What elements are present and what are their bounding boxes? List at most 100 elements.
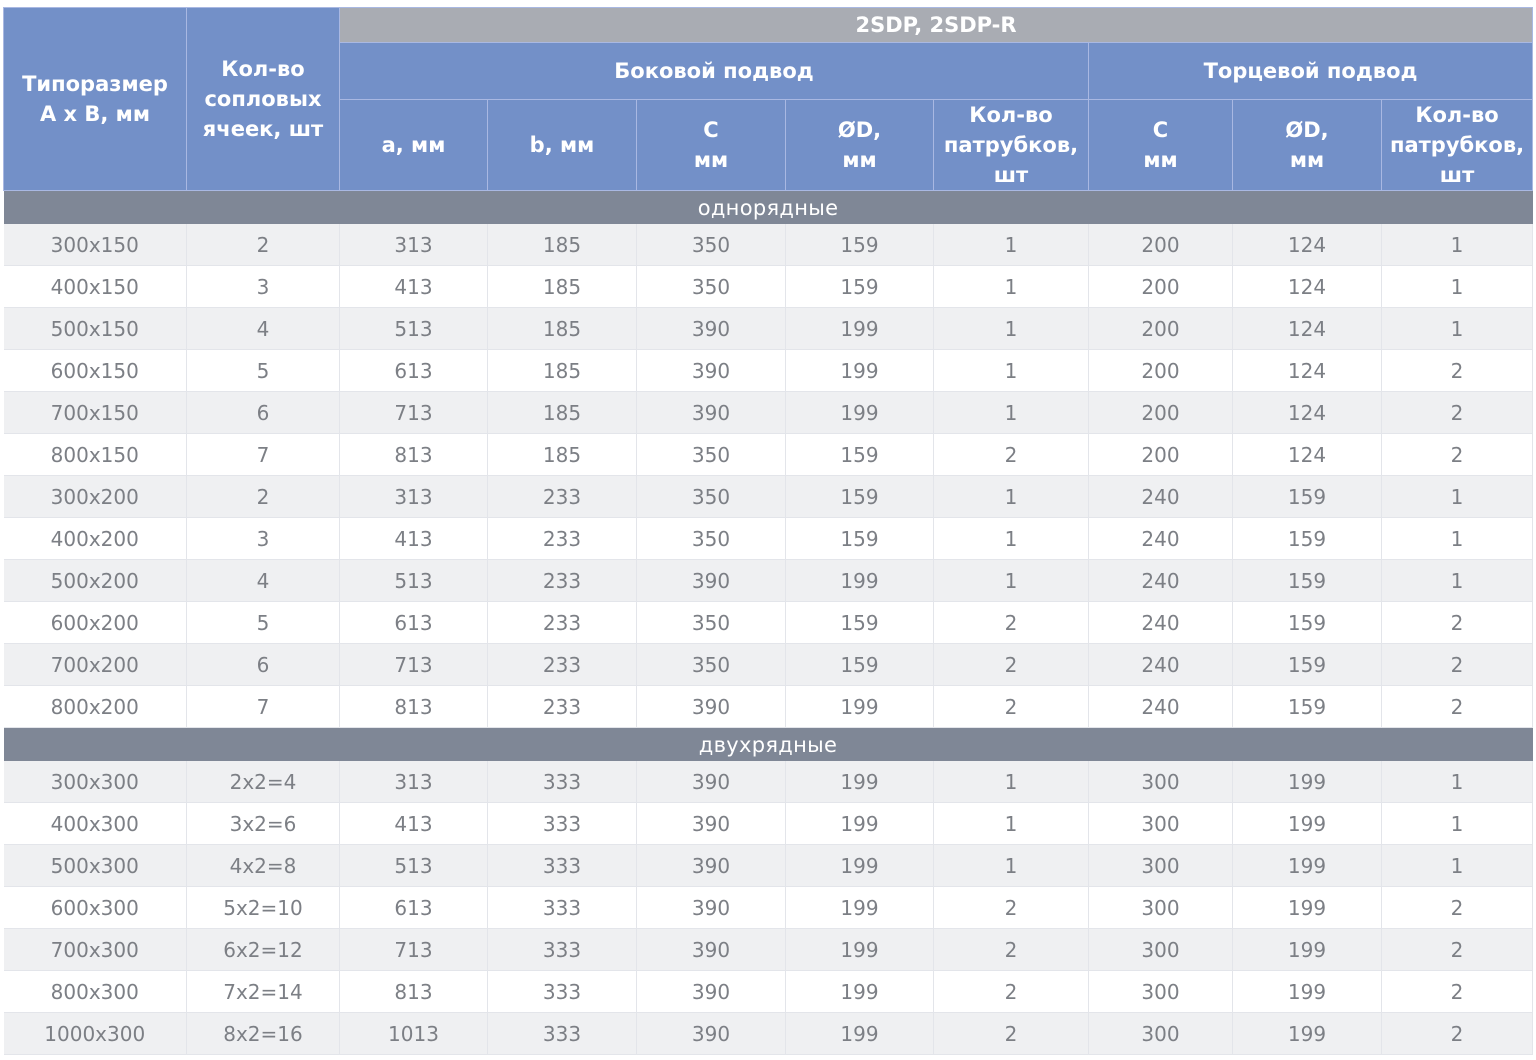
header-side-c: C мм <box>636 99 786 191</box>
table-cell: 600x200 <box>3 601 187 644</box>
table-cell: 124 <box>1232 349 1382 392</box>
table-cell: 159 <box>1232 643 1382 686</box>
table-cell: 159 <box>785 433 934 476</box>
table-cell: 413 <box>339 802 488 845</box>
table-cell: 185 <box>487 224 637 266</box>
table-cell: 124 <box>1232 391 1382 434</box>
table-cell: 200 <box>1088 391 1233 434</box>
table-cell: 233 <box>487 475 637 518</box>
table-cell: 1 <box>933 349 1089 392</box>
table-cell: 700x200 <box>3 643 187 686</box>
table-cell: 7x2=14 <box>186 970 340 1013</box>
table-cell: 2 <box>933 970 1089 1013</box>
table-cell: 185 <box>487 265 637 308</box>
table-cell: 600x150 <box>3 349 187 392</box>
table-cell: 3 <box>186 517 340 560</box>
table-cell: 200 <box>1088 224 1233 266</box>
table-cell: 800x150 <box>3 433 187 476</box>
table-cell: 199 <box>785 685 934 728</box>
table-cell: 390 <box>636 559 786 602</box>
table-cell: 390 <box>636 928 786 971</box>
table-cell: 199 <box>785 802 934 845</box>
table-cell: 159 <box>785 643 934 686</box>
table-cell: 1 <box>933 391 1089 434</box>
table-cell: 240 <box>1088 559 1233 602</box>
table-cell: 199 <box>785 761 934 803</box>
table-cell: 400x300 <box>3 802 187 845</box>
table-cell: 3x2=6 <box>186 802 340 845</box>
header-side-d: ØD, мм <box>785 99 934 191</box>
table-row: 300x300 2x2=4 313 333 390 199 1 300 199 1 <box>3 761 1534 803</box>
table-cell: 6x2=12 <box>186 928 340 971</box>
section-header-double: двухрядные <box>3 727 1533 761</box>
header-end-d: ØD, мм <box>1232 99 1382 191</box>
table-cell: 313 <box>339 475 488 518</box>
table-row: 600x300 5x2=10 613 333 390 199 2 300 199 2 <box>3 886 1534 929</box>
section-header-single: однорядные <box>3 190 1533 224</box>
table-cell: 199 <box>785 307 934 350</box>
table-cell: 1 <box>1381 844 1534 887</box>
table-cell: 240 <box>1088 517 1233 560</box>
table-cell: 199 <box>1232 928 1382 971</box>
table-cell: 313 <box>339 224 488 266</box>
table-cell: 390 <box>636 886 786 929</box>
table-row: 500x200 4 513 233 390 199 1 240 159 1 <box>3 559 1534 602</box>
table-cell: 7 <box>186 685 340 728</box>
table-cell: 199 <box>785 559 934 602</box>
header-side-a: a, мм <box>339 99 488 191</box>
table-row: 400x200 3 413 233 350 159 1 240 159 1 <box>3 517 1534 560</box>
table-cell: 390 <box>636 349 786 392</box>
table-cell: 600x300 <box>3 886 187 929</box>
table-cell: 4 <box>186 307 340 350</box>
table-cell: 2 <box>933 643 1089 686</box>
table-cell: 6 <box>186 391 340 434</box>
table-cell: 240 <box>1088 685 1233 728</box>
table-cell: 185 <box>487 349 637 392</box>
table-cell: 700x150 <box>3 391 187 434</box>
table-cell: 199 <box>1232 761 1382 803</box>
table-cell: 713 <box>339 391 488 434</box>
table-row: 700x200 6 713 233 350 159 2 240 159 2 <box>3 643 1534 686</box>
table-cell: 300 <box>1088 1012 1233 1055</box>
table-cell: 159 <box>785 475 934 518</box>
table-row: 400x150 3 413 185 350 159 1 200 124 1 <box>3 265 1534 308</box>
table-cell: 613 <box>339 601 488 644</box>
table-cell: 159 <box>785 224 934 266</box>
table-cell: 350 <box>636 433 786 476</box>
table-row: 300x150 2 313 185 350 159 1 200 124 1 <box>3 224 1534 266</box>
table-cell: 1 <box>933 844 1089 887</box>
table-cell: 1 <box>933 475 1089 518</box>
table-cell: 199 <box>1232 802 1382 845</box>
header-side-b: b, мм <box>487 99 637 191</box>
table-cell: 124 <box>1232 433 1382 476</box>
table-cell: 800x300 <box>3 970 187 1013</box>
table-cell: 1 <box>933 265 1089 308</box>
table-cell: 813 <box>339 970 488 1013</box>
table-cell: 390 <box>636 307 786 350</box>
table-row: 700x300 6x2=12 713 333 390 199 2 300 199 2 <box>3 928 1534 971</box>
table-cell: 199 <box>1232 1012 1382 1055</box>
table-cell: 390 <box>636 970 786 1013</box>
table-cell: 300 <box>1088 802 1233 845</box>
table-cell: 813 <box>339 685 488 728</box>
table-cell: 390 <box>636 802 786 845</box>
table-cell: 333 <box>487 802 637 845</box>
table-cell: 500x200 <box>3 559 187 602</box>
table-row: 500x300 4x2=8 513 333 390 199 1 300 199 1 <box>3 844 1534 887</box>
table-cell: 800x200 <box>3 685 187 728</box>
table-cell: 233 <box>487 643 637 686</box>
table-cell: 300 <box>1088 844 1233 887</box>
table-cell: 6 <box>186 643 340 686</box>
table-cell: 2 <box>1381 1012 1534 1055</box>
table-cell: 400x150 <box>3 265 187 308</box>
table-cell: 124 <box>1232 307 1382 350</box>
table-cell: 199 <box>1232 970 1382 1013</box>
table-cell: 159 <box>1232 601 1382 644</box>
table-row: 800x300 7x2=14 813 333 390 199 2 300 199 2 <box>3 970 1534 1013</box>
table-cell: 2 <box>933 886 1089 929</box>
table-cell: 159 <box>785 601 934 644</box>
table-cell: 713 <box>339 643 488 686</box>
table-cell: 200 <box>1088 307 1233 350</box>
table-cell: 1 <box>1381 761 1534 803</box>
table-cell: 613 <box>339 886 488 929</box>
